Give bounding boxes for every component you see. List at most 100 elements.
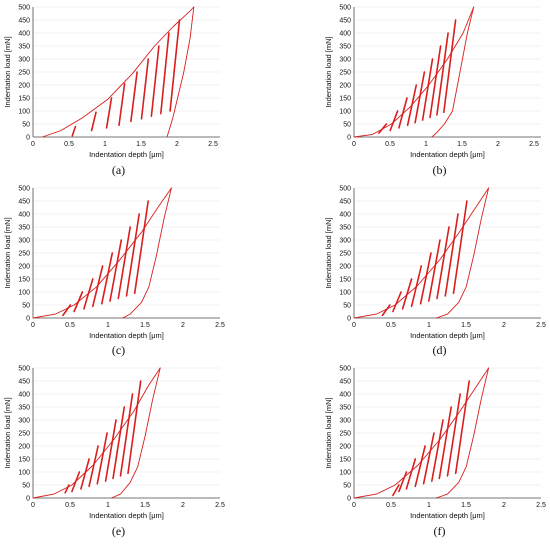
y-axis-label: Indentation load [mN] bbox=[324, 217, 333, 288]
y-tick-label: 300 bbox=[18, 237, 30, 244]
x-axis-label: Indentation depth [μm] bbox=[89, 331, 164, 340]
y-tick-label: 450 bbox=[339, 17, 351, 24]
y-axis-label: Indentation load [mN] bbox=[324, 36, 333, 107]
unload-reload-cycle bbox=[142, 59, 149, 119]
y-tick-label: 100 bbox=[18, 108, 30, 115]
y-tick-label: 150 bbox=[339, 276, 351, 283]
y-tick-label: 350 bbox=[18, 404, 30, 411]
y-tick-label: 500 bbox=[339, 365, 351, 372]
y-tick-label: 150 bbox=[18, 276, 30, 283]
y-tick-label: 150 bbox=[339, 456, 351, 463]
y-tick-label: 500 bbox=[18, 365, 30, 372]
unload-reload-cycle bbox=[107, 98, 112, 128]
y-tick-label: 100 bbox=[18, 289, 30, 296]
unload-reload-cycle bbox=[151, 46, 159, 116]
x-tick-label: 1.5 bbox=[140, 502, 150, 509]
y-axis-label: Indentation load [mN] bbox=[324, 397, 333, 468]
y-tick-label: 50 bbox=[22, 121, 30, 128]
unload-reload-cycle bbox=[454, 201, 467, 293]
y-tick-label: 50 bbox=[343, 482, 351, 489]
y-tick-label: 200 bbox=[18, 443, 30, 450]
x-tick-label: 2.5 bbox=[529, 141, 539, 148]
y-tick-label: 100 bbox=[339, 289, 351, 296]
y-tick-label: 450 bbox=[18, 378, 30, 385]
unload-reload-cycle bbox=[121, 394, 133, 476]
x-tick-label: 0 bbox=[31, 322, 35, 329]
y-tick-label: 0 bbox=[347, 315, 351, 322]
x-axis-label: Indentation depth [μm] bbox=[89, 150, 164, 159]
x-tick-label: 0 bbox=[31, 502, 35, 509]
unload-reload-cycle bbox=[135, 201, 149, 293]
x-tick-label: 0.5 bbox=[65, 322, 75, 329]
y-tick-label: 50 bbox=[22, 302, 30, 309]
y-tick-label: 400 bbox=[18, 30, 30, 37]
y-tick-label: 200 bbox=[18, 82, 30, 89]
x-tick-label: 1.5 bbox=[457, 141, 467, 148]
x-tick-label: 1 bbox=[427, 502, 431, 509]
x-tick-label: 2.5 bbox=[536, 322, 546, 329]
y-tick-label: 350 bbox=[339, 224, 351, 231]
x-tick-label: 1.5 bbox=[461, 502, 471, 509]
unload-reload-cycle bbox=[412, 266, 422, 306]
x-tick-label: 1.5 bbox=[140, 322, 150, 329]
x-axis-label: Indentation depth [μm] bbox=[410, 511, 485, 520]
y-tick-label: 0 bbox=[347, 134, 351, 141]
panel-label: (c) bbox=[112, 343, 125, 357]
y-tick-label: 200 bbox=[339, 443, 351, 450]
x-tick-label: 1 bbox=[103, 141, 107, 148]
y-tick-label: 400 bbox=[18, 391, 30, 398]
y-tick-label: 350 bbox=[339, 404, 351, 411]
unload-reload-cycle bbox=[93, 266, 103, 306]
y-tick-label: 0 bbox=[26, 315, 30, 322]
unload-reload-cycle bbox=[113, 407, 124, 479]
x-axis-label: Indentation depth [μm] bbox=[410, 150, 485, 159]
unload-reload-cycle bbox=[92, 112, 96, 130]
y-tick-label: 200 bbox=[339, 82, 351, 89]
x-tick-label: 1.5 bbox=[461, 322, 471, 329]
x-tick-label: 1 bbox=[106, 322, 110, 329]
y-tick-label: 0 bbox=[347, 495, 351, 502]
y-tick-label: 150 bbox=[18, 456, 30, 463]
unload-reload-cycle bbox=[65, 485, 69, 493]
unload-reload-cycle bbox=[119, 84, 125, 126]
chart-panel: 0 50 100 150 200 250 300 350 400 450 500 0 0.5 1 1.5 2 2… bbox=[324, 4, 541, 177]
x-tick-label: 0 bbox=[352, 141, 356, 148]
y-tick-label: 400 bbox=[339, 391, 351, 398]
y-tick-label: 350 bbox=[339, 43, 351, 50]
chart-panel: 0 50 100 150 200 250 300 350 400 450 500 0 0.5 1 1.5 2 2… bbox=[324, 365, 546, 538]
unload-reload-cycle bbox=[437, 33, 448, 115]
x-tick-label: 2 bbox=[502, 322, 506, 329]
y-tick-label: 450 bbox=[339, 198, 351, 205]
y-tick-label: 450 bbox=[18, 198, 30, 205]
x-tick-label: 2 bbox=[181, 322, 185, 329]
y-tick-label: 250 bbox=[339, 430, 351, 437]
panel-label: (e) bbox=[112, 524, 125, 538]
y-tick-label: 500 bbox=[18, 4, 30, 11]
x-tick-label: 0 bbox=[31, 141, 35, 148]
panel-label: (d) bbox=[433, 343, 447, 357]
y-tick-label: 200 bbox=[18, 263, 30, 270]
y-tick-label: 50 bbox=[343, 121, 351, 128]
unload-reload-cycle bbox=[379, 124, 387, 133]
y-axis-label: Indentation load [mN] bbox=[3, 397, 12, 468]
y-tick-label: 500 bbox=[339, 185, 351, 192]
y-tick-label: 300 bbox=[18, 56, 30, 63]
y-tick-label: 400 bbox=[339, 30, 351, 37]
y-tick-label: 450 bbox=[18, 17, 30, 24]
chart-panel: 0 50 100 150 200 250 300 350 400 450 500 0 0.5 1 1.5 2 2… bbox=[3, 4, 220, 177]
y-tick-label: 250 bbox=[18, 430, 30, 437]
x-tick-label: 2.5 bbox=[215, 502, 225, 509]
y-tick-label: 300 bbox=[339, 237, 351, 244]
y-tick-label: 450 bbox=[339, 378, 351, 385]
x-tick-label: 1.5 bbox=[136, 141, 146, 148]
x-tick-label: 0.5 bbox=[64, 141, 74, 148]
y-tick-label: 350 bbox=[18, 43, 30, 50]
unload-reload-cycle bbox=[128, 381, 141, 473]
unload-reload-cycle bbox=[399, 472, 407, 492]
x-axis-label: Indentation depth [μm] bbox=[410, 331, 485, 340]
x-tick-label: 0.5 bbox=[385, 141, 395, 148]
y-tick-label: 300 bbox=[18, 417, 30, 424]
y-tick-label: 100 bbox=[339, 108, 351, 115]
y-tick-label: 50 bbox=[343, 302, 351, 309]
